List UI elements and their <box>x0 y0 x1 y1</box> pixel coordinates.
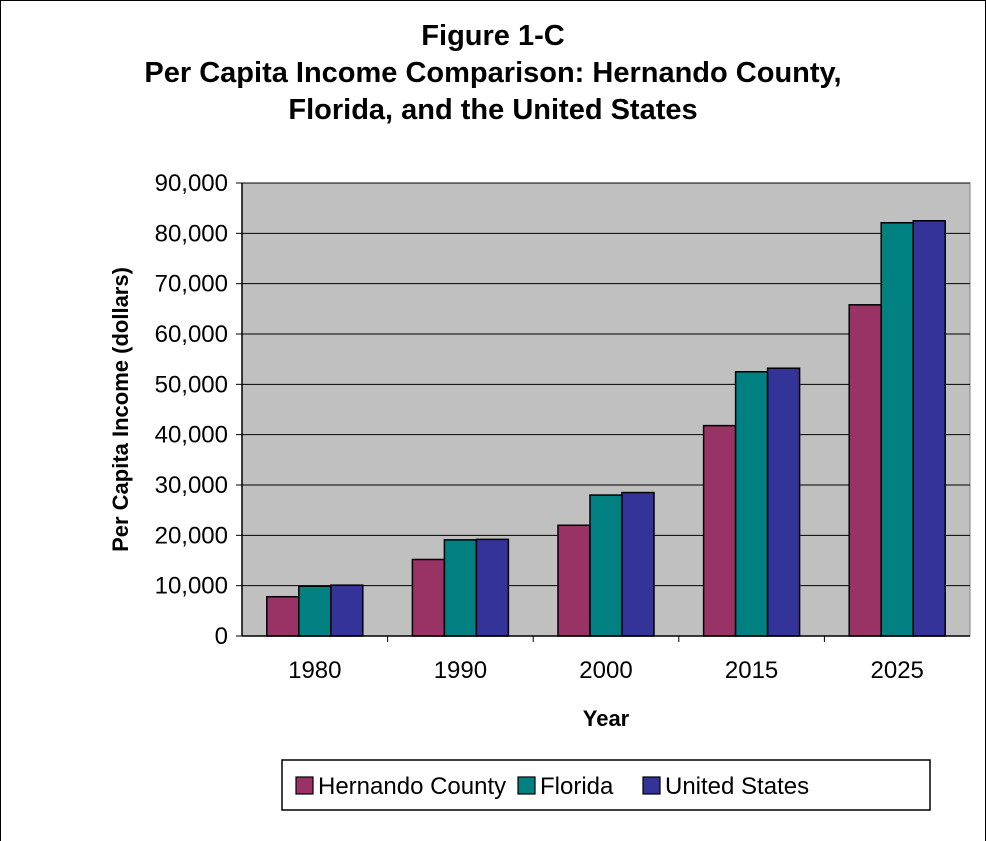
legend-swatch <box>517 776 536 795</box>
x-tick-label: 1990 <box>434 657 487 684</box>
legend-swatch <box>642 776 661 795</box>
bar <box>330 584 364 637</box>
bar <box>411 558 446 637</box>
legend: Hernando County Florida United States <box>281 759 931 811</box>
x-axis-title: Year <box>583 706 630 731</box>
y-tick-label: 20,000 <box>155 522 228 549</box>
y-tick-label: 50,000 <box>155 371 228 398</box>
y-tick-label: 40,000 <box>155 422 228 449</box>
chart-title-line-2: Per Capita Income Comparison: Hernando C… <box>144 57 842 89</box>
y-tick-label: 10,000 <box>155 573 228 600</box>
chart-title-line-1: Figure 1-C <box>421 20 565 52</box>
legend-box <box>281 759 931 811</box>
bar <box>880 222 914 637</box>
y-tick-label: 70,000 <box>155 271 228 298</box>
x-tick-label: 2025 <box>871 657 924 684</box>
x-tick-label: 2000 <box>579 657 632 684</box>
y-tick-label: 80,000 <box>155 220 228 247</box>
legend-label: Hernando County <box>318 773 506 800</box>
x-tick-label: 2015 <box>725 657 778 684</box>
bar <box>475 538 510 637</box>
bar <box>266 595 300 637</box>
bar <box>848 304 882 637</box>
chart-title-line-3: Florida, and the United States <box>288 94 698 126</box>
y-tick-label: 30,000 <box>155 472 228 499</box>
bar <box>557 524 591 637</box>
bar <box>621 491 655 637</box>
legend-label: Florida <box>540 773 614 800</box>
y-tick-label: 60,000 <box>155 321 228 348</box>
legend-label: United States <box>665 773 809 800</box>
y-axis-title: Per Capita Income (dollars) <box>108 267 133 552</box>
legend-swatch <box>295 776 314 795</box>
bar <box>766 367 801 637</box>
bars <box>266 220 946 637</box>
bar <box>589 494 623 637</box>
bar <box>734 371 769 637</box>
bar <box>443 539 478 637</box>
bar <box>912 220 946 637</box>
chart-title: Figure 1-C Per Capita Income Comparison:… <box>0 18 986 129</box>
x-tick-label: 1980 <box>288 657 341 684</box>
bar <box>702 424 737 637</box>
y-tick-label: 90,000 <box>155 170 228 197</box>
axes: 0 10,000 20,000 30,000 40,000 50,000 60,000 70,… <box>155 170 970 684</box>
bar <box>298 585 332 637</box>
y-tick-label: 0 <box>215 623 228 650</box>
